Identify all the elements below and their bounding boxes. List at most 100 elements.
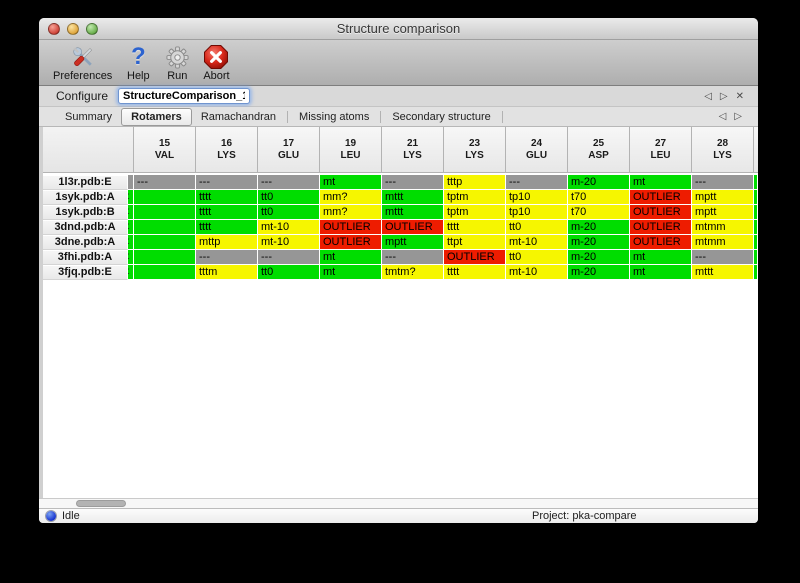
rotamer-cell[interactable]: tttt [444,220,506,235]
row-header[interactable]: 1syk.pdb:A [43,190,128,205]
column-header-28[interactable]: 28 LYS [692,127,754,173]
row-header[interactable]: 1syk.pdb:B [43,205,128,220]
column-header-25[interactable]: 25 ASP [568,127,630,173]
rotamer-cell[interactable]: tptm [444,190,506,205]
rotamer-cell[interactable]: OUTLIER [382,220,444,235]
rotamer-cell[interactable] [134,205,196,220]
column-header-23[interactable]: 23 LYS [444,127,506,173]
rotamer-cell[interactable]: mttt [382,205,444,220]
rotamer-cell[interactable]: tp10 [506,190,568,205]
partial-cell[interactable] [754,235,758,250]
column-header-24[interactable]: 24 GLU [506,127,568,173]
rotamer-cell[interactable]: mt [320,265,382,280]
tab-missing-atoms[interactable]: Missing atoms [299,110,370,123]
partial-cell[interactable] [754,220,758,235]
rotamer-cell[interactable]: --- [134,175,196,190]
rotamer-cell[interactable]: --- [382,175,444,190]
config-close-icon[interactable]: ✕ [735,91,744,102]
rotamer-cell[interactable] [134,250,196,265]
rotamer-cell[interactable]: mt-10 [506,235,568,250]
rotamer-cell[interactable]: tttp [444,175,506,190]
column-header-27[interactable]: 27 LEU [630,127,692,173]
rotamer-cell[interactable]: m-20 [568,250,630,265]
partial-cell[interactable] [754,190,758,205]
preferences-button[interactable]: Preferences [53,44,112,82]
rotamer-cell[interactable]: OUTLIER [630,205,692,220]
row-header[interactable]: 3dne.pdb:A [43,235,128,250]
rotamer-cell[interactable]: --- [196,250,258,265]
close-button[interactable] [48,23,60,35]
partial-cell[interactable] [754,250,758,265]
rotamer-cell[interactable]: t70 [568,205,630,220]
rotamer-cell[interactable]: tttt [196,190,258,205]
rotamer-cell[interactable]: --- [692,175,754,190]
tab-rotamers[interactable]: Rotamers [121,107,192,126]
rotamer-cell[interactable]: tptm [444,205,506,220]
help-button[interactable]: ? Help [125,44,151,83]
rotamer-cell[interactable]: mttt [692,265,754,280]
rotamer-cell[interactable]: OUTLIER [444,250,506,265]
column-header-16[interactable]: 16 LYS [196,127,258,173]
zoom-button[interactable] [86,23,98,35]
rotamer-cell[interactable] [134,220,196,235]
partial-cell[interactable] [128,175,134,190]
rotamer-cell[interactable]: OUTLIER [320,220,382,235]
column-header-21[interactable]: 21 LYS [382,127,444,173]
rotamer-cell[interactable]: mttp [196,235,258,250]
partial-cell[interactable] [754,205,758,220]
partial-cell[interactable] [754,175,758,190]
row-header[interactable]: 3dnd.pdb:A [43,220,128,235]
rotamer-cell[interactable]: mt-10 [258,235,320,250]
tab-summary[interactable]: Summary [65,110,113,123]
horizontal-scrollbar[interactable] [39,498,758,508]
rotamer-cell[interactable]: m-20 [568,265,630,280]
rotamer-cell[interactable]: --- [506,175,568,190]
partial-cell[interactable]: : [128,205,134,220]
rotamer-cell[interactable] [134,265,196,280]
rotamer-cell[interactable]: mm? [320,205,382,220]
run-button[interactable]: Run [164,44,190,82]
window-titlebar[interactable]: Structure comparison [39,18,758,40]
rotamer-cell[interactable]: tttm [196,265,258,280]
config-prev-icon[interactable]: ◁ [704,91,712,102]
column-header-15[interactable]: 15 VAL [134,127,196,173]
configuration-name-input[interactable] [118,88,251,104]
rotamer-cell[interactable]: mptt [382,235,444,250]
rotamer-cell[interactable]: --- [692,250,754,265]
rotamer-cell[interactable]: tt0 [258,265,320,280]
rotamer-cell[interactable]: m-20 [568,175,630,190]
rotamer-cell[interactable] [134,235,196,250]
tabs-prev-icon[interactable]: ◁ [718,111,727,122]
partial-cell[interactable]: : [128,235,134,250]
rotamer-cell[interactable]: mt [630,250,692,265]
rotamer-cell[interactable]: mt [320,175,382,190]
rotamer-cell[interactable]: mptt [692,205,754,220]
rotamer-cell[interactable]: tt0 [506,250,568,265]
rotamer-cell[interactable]: tp10 [506,205,568,220]
tab-ramachandran[interactable]: Ramachandran [200,110,277,123]
rotamer-cell[interactable]: m-20 [568,235,630,250]
rotamer-cell[interactable]: mt [630,175,692,190]
rotamer-cell[interactable]: m-20 [568,220,630,235]
tab-secondary-structure[interactable]: Secondary structure [392,110,491,123]
partial-cell[interactable]: : [128,190,134,205]
rotamer-cell[interactable]: mt-10 [258,220,320,235]
rotamer-cell[interactable]: OUTLIER [320,235,382,250]
rotamer-cell[interactable]: tt0 [258,190,320,205]
row-header[interactable]: 1l3r.pdb:E [43,175,128,190]
rotamer-cell[interactable]: mt [630,265,692,280]
rotamer-cell[interactable]: tttt [196,205,258,220]
rotamer-cell[interactable]: mt [320,250,382,265]
rotamer-cell[interactable]: tt0 [506,220,568,235]
rotamer-cell[interactable]: mttt [382,190,444,205]
scrollbar-thumb[interactable] [76,500,126,507]
rotamer-cell[interactable] [134,190,196,205]
rotamer-cell[interactable]: OUTLIER [630,235,692,250]
rotamer-cell[interactable]: tttt [444,265,506,280]
partial-cell[interactable]: : [128,250,134,265]
rotamer-cell[interactable]: mtmm [692,220,754,235]
rotamer-cell[interactable]: OUTLIER [630,190,692,205]
rotamer-cell[interactable]: OUTLIER [630,220,692,235]
tabs-next-icon[interactable]: ▷ [734,111,742,122]
rotamer-cell[interactable]: mt-10 [506,265,568,280]
